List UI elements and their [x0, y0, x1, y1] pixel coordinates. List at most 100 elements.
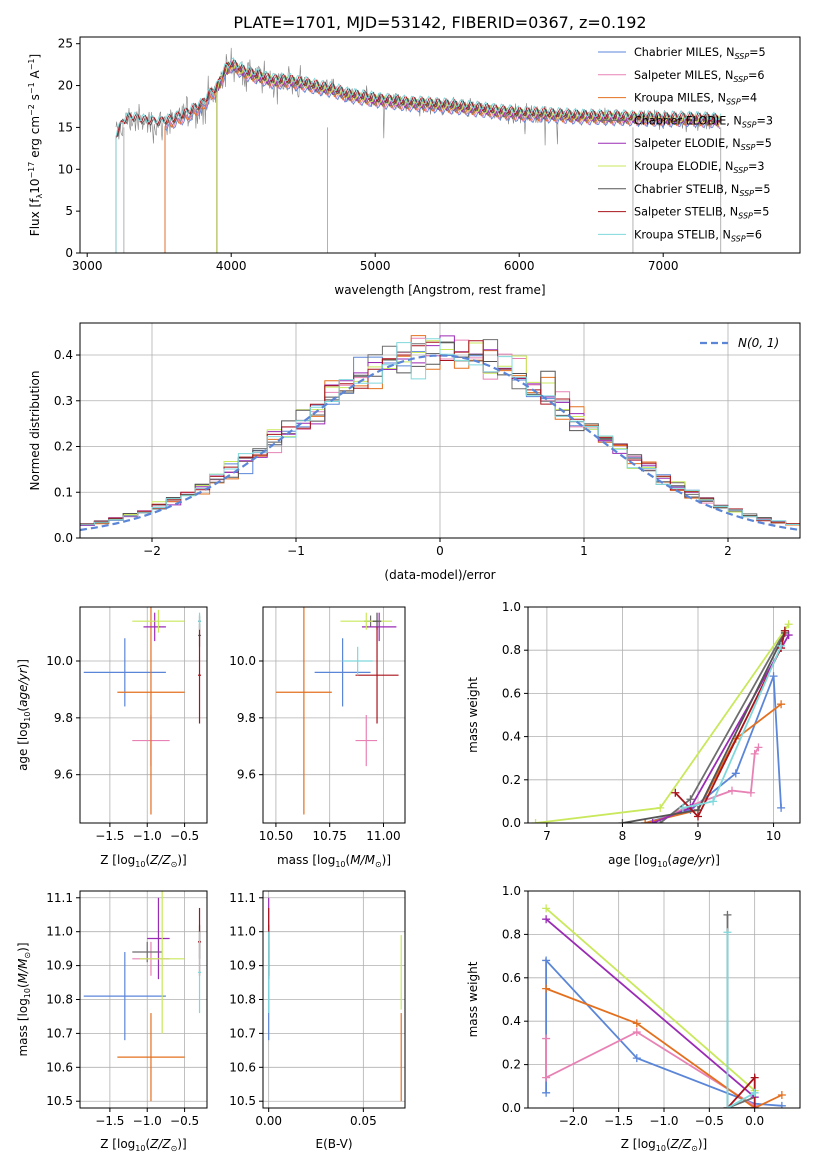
axes-frame	[262, 606, 406, 824]
label-part: Flux [f	[28, 198, 42, 236]
plus-marker	[632, 1054, 641, 1063]
x-tick-label: 5000	[360, 259, 391, 273]
label-part: 10	[135, 1144, 145, 1153]
weight-line-salpeter-miles	[652, 746, 760, 823]
plus-marker	[777, 1101, 786, 1108]
errorbar-point	[83, 638, 166, 707]
label-part: 10	[23, 712, 32, 722]
y-tick-label: 10.9	[46, 959, 73, 973]
y-tick-label: 10.7	[46, 1026, 73, 1040]
label-part: )]	[711, 853, 720, 867]
label-part: )]	[177, 853, 186, 867]
x-tick-label: −1.0	[133, 829, 162, 843]
plot-area	[531, 620, 793, 823]
label-part: (	[666, 1137, 671, 1151]
label-part: )]	[698, 1137, 707, 1151]
label-part: mass [log	[16, 998, 30, 1056]
y-tick-label: 11.1	[46, 891, 73, 905]
errorbar-point	[355, 715, 378, 767]
plus-marker	[769, 672, 778, 681]
y-tick-label: 10.5	[229, 1094, 256, 1108]
errorbar-point	[117, 1013, 185, 1102]
x-tick-label: −1	[287, 544, 305, 558]
plus-marker	[656, 803, 665, 812]
label-part: 10	[656, 1144, 666, 1153]
plus-marker	[777, 1090, 786, 1099]
label-part: −2	[27, 104, 36, 116]
label-part: =5	[749, 46, 766, 59]
plus-marker	[728, 786, 736, 795]
label-part: ⊙	[171, 1144, 178, 1153]
y-tick-label: 0.4	[54, 348, 73, 362]
plot-area	[83, 891, 202, 1102]
plus-marker	[542, 1034, 551, 1043]
y-tick-label: 0	[65, 246, 73, 260]
axes: −2 −1 0 1 2 0.0 0.1 0.2 0.3 0.4 N(0, 1) (data-model…	[28, 322, 801, 582]
x-axis-label: mass [log10(M/M⊙)]	[277, 853, 391, 869]
label-part: age/yr	[672, 853, 711, 867]
plus-marker	[777, 803, 786, 812]
label-part: =6	[748, 69, 765, 82]
label-part: ⊙	[375, 860, 382, 869]
x-tick-label: 11.00	[366, 829, 400, 843]
label-part: ⊙	[691, 1144, 698, 1153]
label-part: (	[346, 853, 351, 867]
y-tick-label: 0.0	[502, 816, 521, 830]
model-line-kroupa-stelib	[115, 57, 722, 253]
label-part: 10	[28, 179, 42, 194]
label-part: (	[667, 853, 672, 867]
label-part: −1	[27, 82, 36, 94]
figure-title: PLATE=1701, MJD=53142, FIBERID=0367, z=0…	[233, 13, 646, 32]
axes: 0.00 0.05 10.5 10.6 10.7 10.8 10.9 11.0 11.1 E(B-…	[229, 890, 406, 1151]
label-part: Z/Z	[670, 1137, 692, 1151]
y-tick-label: 0.6	[502, 686, 521, 700]
label-part: SSP	[726, 98, 741, 107]
legend-label: Salpeter MILES, NSSP=6	[634, 69, 765, 84]
label-part: Salpeter ELODIE, N	[634, 137, 741, 150]
plus-marker	[531, 819, 540, 823]
label-part: −17	[27, 162, 36, 179]
label-part: (	[145, 1137, 150, 1151]
y-tick-label: 0.8	[502, 643, 521, 657]
axes: −1.5 −1.0 −0.59.69.810.0Z [log10(Z/Z⊙)]age…	[16, 606, 208, 869]
label-part: )]	[16, 942, 30, 951]
panel-spectrum: 3000 4000 5000 6000 7000 0 5 10 15 20 25 wavelength…	[27, 36, 801, 297]
errorbar-point	[342, 646, 373, 676]
plus-marker	[777, 641, 786, 650]
label-part: M/M	[16, 958, 30, 983]
label-part: A	[28, 69, 42, 82]
y-tick-label: 0.2	[54, 440, 73, 454]
panel-ebv_mass: 0.00 0.05 10.5 10.6 10.7 10.8 10.9 11.0 11.1 E(B-…	[229, 890, 406, 1151]
plus-marker	[723, 910, 732, 919]
x-tick-label: 10.50	[259, 829, 293, 843]
x-tick-label: 0	[436, 544, 444, 558]
model-line-chabrier-stelib	[115, 60, 722, 253]
plot-area	[542, 904, 786, 1108]
weight-line-chabrier-stelib	[622, 632, 786, 823]
label-part: )]	[16, 659, 30, 668]
axes: 10.50 10.75 11.00 9.6 9.8 10.0 mass [log10(M/M…	[229, 606, 406, 869]
label-part: Z [log	[100, 1137, 135, 1151]
plus-marker	[731, 769, 740, 778]
y-axis-label: mass weight	[466, 677, 480, 753]
plus-marker	[709, 797, 718, 806]
plus-marker	[784, 620, 793, 629]
x-tick-label: −1.5	[95, 829, 124, 843]
legend-label: Salpeter STELIB, NSSP=5	[634, 206, 769, 221]
plus-marker	[694, 812, 702, 821]
label-part: SSP	[731, 234, 746, 243]
label-part: age [log	[16, 722, 30, 771]
errorbar-point	[83, 952, 166, 1041]
label-part: Chabrier STELIB, N	[634, 183, 739, 196]
legend-label: Salpeter ELODIE, NSSP=5	[634, 137, 772, 152]
label-part: Kroupa MILES, N	[634, 92, 726, 105]
y-axis-label: age [log10(age/yr)]	[16, 659, 32, 771]
weight-line-kroupa-miles	[545, 987, 783, 1108]
legend-label: Chabrier STELIB, NSSP=5	[634, 183, 771, 198]
label-part: =5	[755, 137, 772, 150]
label-part: =3	[748, 160, 765, 173]
model-line-salpeter-stelib	[115, 59, 722, 253]
x-tick-label: 3000	[72, 259, 103, 273]
histogram-kroupa-stelib	[80, 338, 800, 526]
errorbar-point	[198, 931, 202, 1014]
